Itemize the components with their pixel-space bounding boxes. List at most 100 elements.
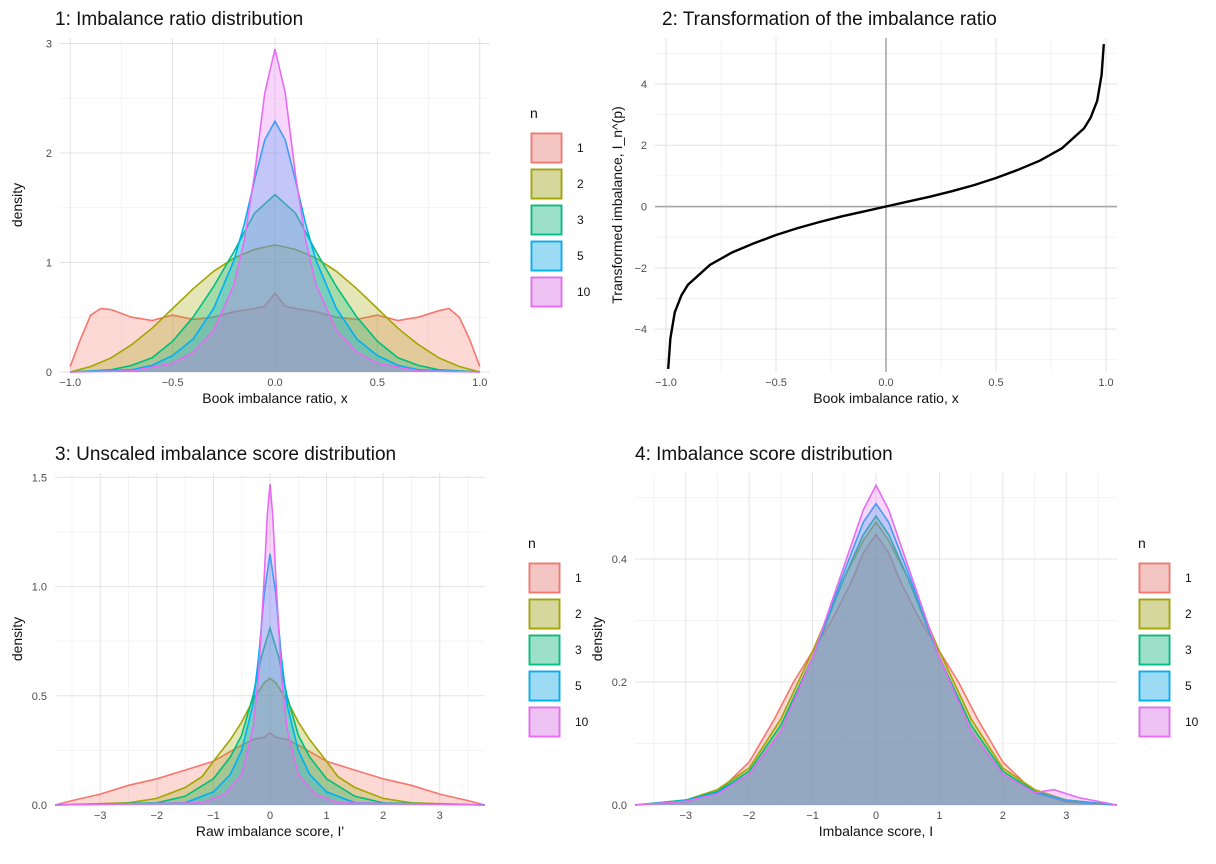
legend-label: 10 <box>1185 715 1199 729</box>
series-line-n3 <box>634 514 1118 806</box>
x-tick-label: −1.0 <box>59 377 81 389</box>
legend-key-bg <box>530 240 563 272</box>
series-line-n10 <box>634 483 1118 806</box>
y-tick-label: 0.5 <box>32 691 47 703</box>
legend-swatch-n1 <box>528 562 561 594</box>
y-axis-label: density <box>9 183 25 227</box>
x-tick-label: 3 <box>1063 810 1069 822</box>
legend-swatch-n2 <box>1138 598 1171 630</box>
legend-label: 1 <box>1185 571 1192 585</box>
y-tick-label: 1 <box>46 257 52 269</box>
legend-swatch-n3 <box>528 634 561 666</box>
series-line-n10 <box>70 48 480 373</box>
legend-key-bg <box>1138 670 1171 702</box>
series-line-n10 <box>54 483 486 806</box>
y-tick-label: 4 <box>641 79 647 91</box>
chart-title: 4: Imbalance score distribution <box>635 444 893 465</box>
legend-swatch-n10 <box>1138 706 1171 738</box>
legend-label: 5 <box>575 679 582 693</box>
legend-label: 2 <box>1185 607 1192 621</box>
x-tick-label: 2 <box>1000 810 1006 822</box>
y-tick-label: −2 <box>634 263 647 275</box>
x-axis-label: Imbalance score, I <box>819 823 933 839</box>
x-tick-label: 0 <box>873 810 879 822</box>
x-tick-label: −1 <box>806 810 819 822</box>
series-line-n3 <box>70 193 480 373</box>
legend-key-bg <box>530 204 563 236</box>
series-line-n3 <box>54 625 486 806</box>
transform-curve <box>667 44 1105 369</box>
series-area-n10 <box>55 483 485 805</box>
series-area-n10 <box>635 485 1117 805</box>
legend-key-bg <box>528 598 561 630</box>
series-area-n5 <box>635 503 1117 805</box>
x-tick-label: −2 <box>743 810 756 822</box>
x-axis-label: Book imbalance ratio, x <box>202 390 348 406</box>
x-tick-label: −0.5 <box>162 377 184 389</box>
legend-swatch-n2 <box>528 598 561 630</box>
x-tick-label: −3 <box>94 810 107 822</box>
x-tick-label: 0.0 <box>267 377 282 389</box>
legend: n 1 2 3 5 10 <box>1138 535 1199 738</box>
series-line-n5 <box>54 553 486 806</box>
x-tick-label: −2 <box>151 810 164 822</box>
series-area-n3 <box>70 194 480 372</box>
chart-title: 1: Imbalance ratio distribution <box>55 9 303 30</box>
legend-key-bg <box>1138 598 1171 630</box>
legend-title: n <box>530 105 538 121</box>
legend-swatch-n3 <box>530 204 563 236</box>
x-tick-label: −1 <box>207 810 220 822</box>
legend-label: 5 <box>1185 679 1192 693</box>
y-tick-label: 2 <box>46 148 52 160</box>
legend-label: 3 <box>575 643 582 657</box>
legend-swatch-n1 <box>1138 562 1171 594</box>
chart-panel-3: −3 −2 −1 0 1 2 3 0.0 0.5 1.0 1.5 3: Unscaled imbala… <box>9 444 589 839</box>
legend-swatch-n5 <box>528 670 561 702</box>
chart-title: 3: Unscaled imbalance score distribution <box>55 444 396 465</box>
legend-key-bg <box>1138 634 1171 666</box>
x-tick-label: 0.5 <box>988 377 1003 389</box>
legend: n 1 2 3 5 10 <box>530 105 591 308</box>
y-tick-label: 0.2 <box>612 677 627 689</box>
series-area-n1 <box>635 534 1117 805</box>
series-area-n2 <box>635 522 1117 805</box>
y-tick-label: 0.0 <box>612 800 627 812</box>
y-tick-label: 0.0 <box>32 800 47 812</box>
series-line-n1 <box>54 731 486 806</box>
x-tick-label: 1 <box>936 810 942 822</box>
x-tick-label: 0.5 <box>370 377 385 389</box>
series-area-n5 <box>55 553 485 805</box>
legend-swatch-n10 <box>530 276 563 308</box>
legend-label: 1 <box>577 141 584 155</box>
series-line-n2 <box>634 520 1118 806</box>
legend-swatch-n5 <box>1138 670 1171 702</box>
x-tick-label: 2 <box>380 810 386 822</box>
series-area-n1 <box>70 293 480 372</box>
legend-key-bg <box>528 670 561 702</box>
series-area-n1 <box>55 732 485 805</box>
legend-swatch-n1 <box>530 132 563 164</box>
series-area-n5 <box>70 121 480 372</box>
legend-title: n <box>528 535 536 551</box>
legend-label: 2 <box>575 607 582 621</box>
chart-title: 2: Transformation of the imbalance ratio <box>662 9 997 30</box>
series-area-n2 <box>55 678 485 805</box>
x-axis-label: Book imbalance ratio, x <box>813 390 959 406</box>
chart-panel-2: −1.0 −0.5 0.0 0.5 1.0 −4 −2 0 2 4 2: Transformatio… <box>609 9 1117 406</box>
chart-panel-4: −3 −2 −1 0 1 2 3 0.0 0.2 0.4 4: Imbalance score di… <box>589 444 1199 839</box>
y-axis-label: density <box>589 617 605 661</box>
legend-key-bg <box>528 634 561 666</box>
legend: n 1 2 3 5 10 <box>528 535 589 738</box>
x-tick-label: 3 <box>437 810 443 822</box>
series-line-n1 <box>69 291 481 367</box>
legend-key-bg <box>530 132 563 164</box>
legend-swatch-n5 <box>530 240 563 272</box>
legend-key-bg <box>528 706 561 738</box>
legend-label: 1 <box>575 571 582 585</box>
series-area-n10 <box>70 49 480 372</box>
x-tick-label: 0.0 <box>878 377 893 389</box>
series-line-n2 <box>69 244 481 373</box>
legend-key-bg <box>1138 562 1171 594</box>
x-axis-label: Raw imbalance score, I' <box>196 823 344 839</box>
